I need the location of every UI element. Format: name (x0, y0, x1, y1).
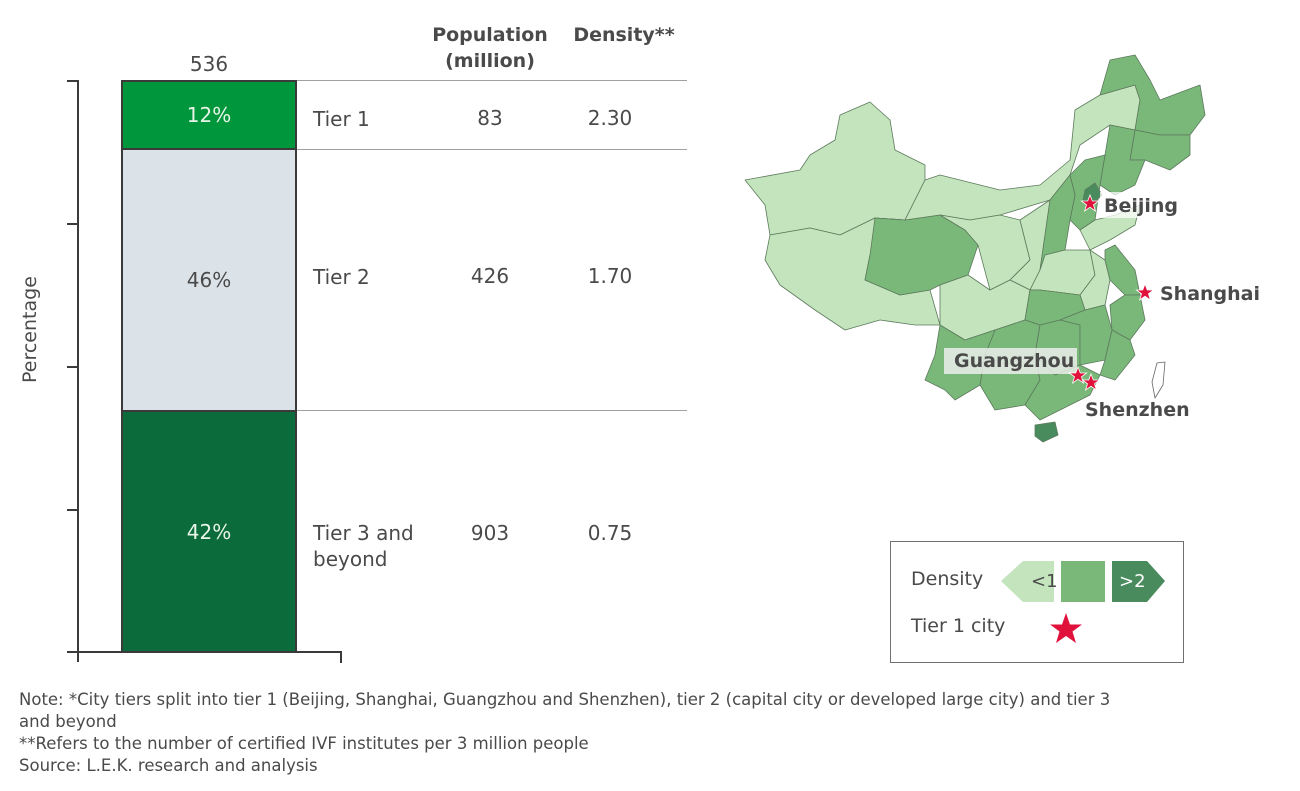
legend-tier1-label: Tier 1 city (911, 615, 1006, 637)
row-tier3-population: 903 (470, 521, 510, 545)
density-mid-swatch (1061, 561, 1105, 602)
row-tier3-label: Tier 3 and beyond (313, 520, 414, 572)
row-tier2-label: Tier 2 (313, 265, 370, 289)
segment-label-tier2: 46% (186, 268, 232, 292)
province-hainan (1034, 421, 1059, 443)
note-line3: **Refers to the number of certified IVF … (19, 734, 589, 753)
row-tier3-label-line1: Tier 3 and (313, 521, 414, 545)
tier1-star-icon (1050, 613, 1082, 643)
bar-segment-tier1: 12% (121, 80, 297, 150)
footnotes: Note: *City tiers split into tier 1 (Bei… (19, 689, 1294, 777)
bar-total-label: 536 (189, 52, 229, 76)
bar-segment-tier2: 46% (121, 148, 297, 412)
density-high-swatch (1112, 561, 1165, 602)
population-header-line1: Population (432, 24, 548, 46)
source-line: Source: L.E.K. research and analysis (19, 756, 318, 775)
map-legend: Density <1 >2 Tier 1 city (890, 541, 1184, 663)
city-label-shanghai: Shanghai (1160, 283, 1261, 305)
row-tier1-density: 2.30 (587, 106, 633, 130)
y-tick (67, 366, 78, 368)
y-axis (77, 80, 79, 662)
row-tier1-population: 83 (477, 106, 503, 130)
row-tier1-label: Tier 1 (313, 107, 370, 131)
province-jiangsu (1104, 244, 1141, 296)
city-label-beijing: Beijing (1104, 195, 1179, 217)
guangzhou-star-icon (1068, 365, 1088, 384)
y-tick (67, 223, 78, 225)
legend-low-label: <1 (1031, 571, 1058, 592)
density-scale (1001, 561, 1165, 602)
y-axis-label: Percentage (19, 276, 41, 383)
beijing-label-bg (1100, 192, 1175, 218)
y-tick (67, 509, 78, 511)
china-density-map (744, 54, 1206, 443)
beijing-star-icon (1080, 193, 1100, 212)
row-tier3-density: 0.75 (587, 521, 633, 545)
table-divider (297, 410, 687, 411)
row-tier3-label-line2: beyond (313, 547, 388, 571)
province-heilongjiang (1099, 54, 1206, 136)
legend-density-label: Density (911, 568, 984, 590)
city-label-guangzhou: Guangzhou (954, 350, 1075, 372)
table-divider (297, 149, 687, 150)
population-header: Population (million) (425, 22, 555, 74)
shanghai-star-icon (1135, 282, 1155, 301)
province-beijing (1082, 182, 1103, 206)
density-header: Density** (573, 24, 675, 46)
x-axis-end-tick (340, 651, 342, 663)
table-divider (297, 80, 687, 81)
row-tier2-density: 1.70 (587, 264, 633, 288)
row-tier2-population: 426 (470, 264, 510, 288)
y-tick (67, 80, 78, 82)
city-label-shenzhen: Shenzhen (1085, 399, 1190, 421)
note-line1: Note: *City tiers split into tier 1 (Bei… (19, 690, 1111, 709)
segment-label-tier1: 12% (186, 103, 232, 127)
province-xinjiang (744, 101, 926, 236)
bar-segment-tier3: 42% (121, 410, 297, 653)
legend-high-label: >2 (1119, 571, 1146, 592)
taiwan-outline (1151, 361, 1166, 399)
guangzhou-label-bg (944, 348, 1077, 374)
segment-label-tier3: 42% (186, 519, 232, 544)
shenzhen-star-icon (1081, 372, 1101, 391)
note-line2: and beyond (19, 712, 117, 731)
population-header-line2: (million) (445, 50, 535, 72)
density-low-swatch (1001, 561, 1054, 602)
